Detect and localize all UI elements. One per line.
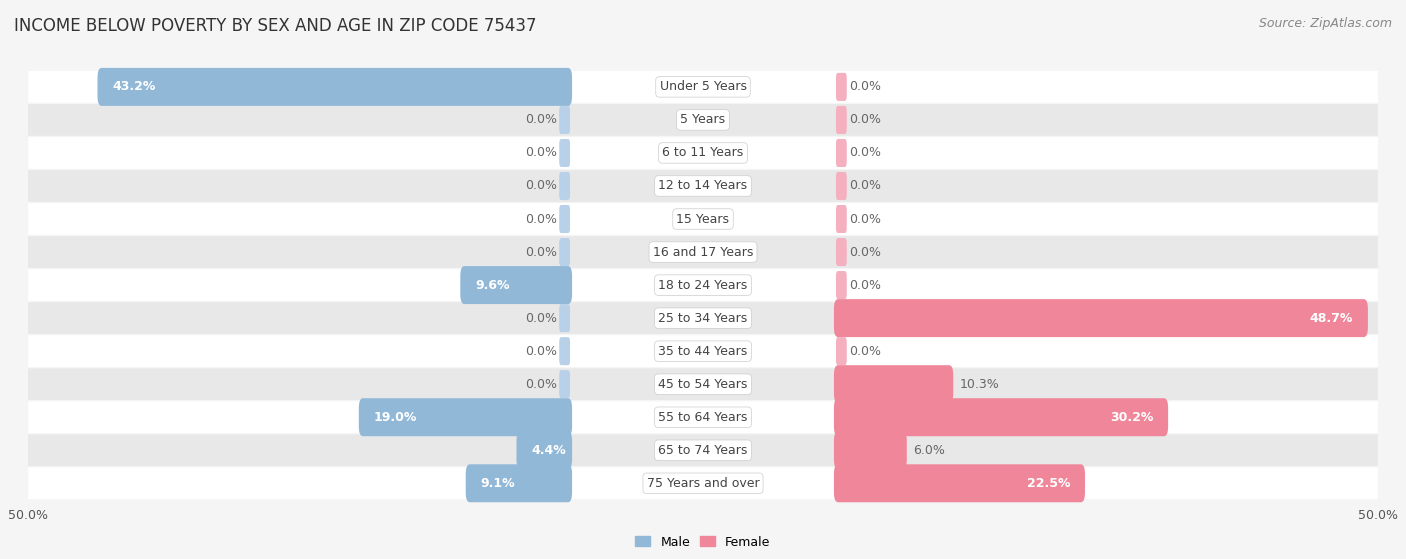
- Text: 48.7%: 48.7%: [1309, 311, 1353, 325]
- FancyBboxPatch shape: [28, 335, 1378, 367]
- FancyBboxPatch shape: [560, 370, 569, 398]
- Text: 0.0%: 0.0%: [849, 278, 880, 292]
- Text: 0.0%: 0.0%: [849, 345, 880, 358]
- FancyBboxPatch shape: [560, 337, 569, 365]
- FancyBboxPatch shape: [560, 205, 569, 233]
- Text: 0.0%: 0.0%: [526, 378, 557, 391]
- FancyBboxPatch shape: [560, 139, 569, 167]
- Text: 65 to 74 Years: 65 to 74 Years: [658, 444, 748, 457]
- Text: Under 5 Years: Under 5 Years: [659, 80, 747, 93]
- FancyBboxPatch shape: [28, 434, 1378, 466]
- Text: 0.0%: 0.0%: [849, 245, 880, 259]
- FancyBboxPatch shape: [28, 137, 1378, 169]
- FancyBboxPatch shape: [28, 71, 1378, 103]
- Text: 0.0%: 0.0%: [526, 245, 557, 259]
- Text: 4.4%: 4.4%: [531, 444, 567, 457]
- Text: 15 Years: 15 Years: [676, 212, 730, 225]
- FancyBboxPatch shape: [560, 238, 569, 266]
- FancyBboxPatch shape: [837, 205, 846, 233]
- FancyBboxPatch shape: [560, 304, 569, 332]
- FancyBboxPatch shape: [834, 465, 1085, 503]
- Text: 30.2%: 30.2%: [1109, 411, 1153, 424]
- FancyBboxPatch shape: [560, 106, 569, 134]
- Text: 25 to 34 Years: 25 to 34 Years: [658, 311, 748, 325]
- Text: 22.5%: 22.5%: [1026, 477, 1070, 490]
- FancyBboxPatch shape: [837, 172, 846, 200]
- FancyBboxPatch shape: [28, 269, 1378, 301]
- Text: 0.0%: 0.0%: [526, 146, 557, 159]
- Legend: Male, Female: Male, Female: [630, 530, 776, 553]
- FancyBboxPatch shape: [560, 172, 569, 200]
- Text: 75 Years and over: 75 Years and over: [647, 477, 759, 490]
- FancyBboxPatch shape: [460, 266, 572, 304]
- Text: INCOME BELOW POVERTY BY SEX AND AGE IN ZIP CODE 75437: INCOME BELOW POVERTY BY SEX AND AGE IN Z…: [14, 17, 537, 35]
- FancyBboxPatch shape: [359, 398, 572, 436]
- FancyBboxPatch shape: [837, 73, 846, 101]
- FancyBboxPatch shape: [837, 337, 846, 365]
- Text: 10.3%: 10.3%: [960, 378, 1000, 391]
- Text: 5 Years: 5 Years: [681, 113, 725, 126]
- FancyBboxPatch shape: [837, 139, 846, 167]
- FancyBboxPatch shape: [837, 238, 846, 266]
- Text: 6.0%: 6.0%: [914, 444, 945, 457]
- Text: 0.0%: 0.0%: [849, 146, 880, 159]
- Text: 0.0%: 0.0%: [526, 345, 557, 358]
- FancyBboxPatch shape: [516, 431, 572, 469]
- Text: 9.6%: 9.6%: [475, 278, 509, 292]
- FancyBboxPatch shape: [97, 68, 572, 106]
- FancyBboxPatch shape: [28, 203, 1378, 235]
- Text: 45 to 54 Years: 45 to 54 Years: [658, 378, 748, 391]
- FancyBboxPatch shape: [28, 368, 1378, 400]
- Text: 18 to 24 Years: 18 to 24 Years: [658, 278, 748, 292]
- Text: 0.0%: 0.0%: [526, 113, 557, 126]
- FancyBboxPatch shape: [28, 467, 1378, 499]
- Text: 16 and 17 Years: 16 and 17 Years: [652, 245, 754, 259]
- Text: 0.0%: 0.0%: [849, 179, 880, 192]
- FancyBboxPatch shape: [28, 104, 1378, 136]
- Text: 0.0%: 0.0%: [849, 212, 880, 225]
- Text: 43.2%: 43.2%: [112, 80, 156, 93]
- FancyBboxPatch shape: [834, 365, 953, 403]
- FancyBboxPatch shape: [837, 106, 846, 134]
- FancyBboxPatch shape: [28, 236, 1378, 268]
- Text: 35 to 44 Years: 35 to 44 Years: [658, 345, 748, 358]
- Text: 0.0%: 0.0%: [849, 80, 880, 93]
- FancyBboxPatch shape: [28, 170, 1378, 202]
- Text: 0.0%: 0.0%: [526, 179, 557, 192]
- Text: 12 to 14 Years: 12 to 14 Years: [658, 179, 748, 192]
- FancyBboxPatch shape: [28, 401, 1378, 433]
- FancyBboxPatch shape: [28, 302, 1378, 334]
- FancyBboxPatch shape: [834, 398, 1168, 436]
- Text: 55 to 64 Years: 55 to 64 Years: [658, 411, 748, 424]
- Text: 0.0%: 0.0%: [526, 311, 557, 325]
- Text: 19.0%: 19.0%: [374, 411, 418, 424]
- Text: 6 to 11 Years: 6 to 11 Years: [662, 146, 744, 159]
- Text: 9.1%: 9.1%: [481, 477, 515, 490]
- FancyBboxPatch shape: [837, 271, 846, 299]
- FancyBboxPatch shape: [465, 465, 572, 503]
- Text: Source: ZipAtlas.com: Source: ZipAtlas.com: [1258, 17, 1392, 30]
- FancyBboxPatch shape: [834, 431, 907, 469]
- Text: 0.0%: 0.0%: [849, 113, 880, 126]
- Text: 0.0%: 0.0%: [526, 212, 557, 225]
- FancyBboxPatch shape: [834, 299, 1368, 337]
